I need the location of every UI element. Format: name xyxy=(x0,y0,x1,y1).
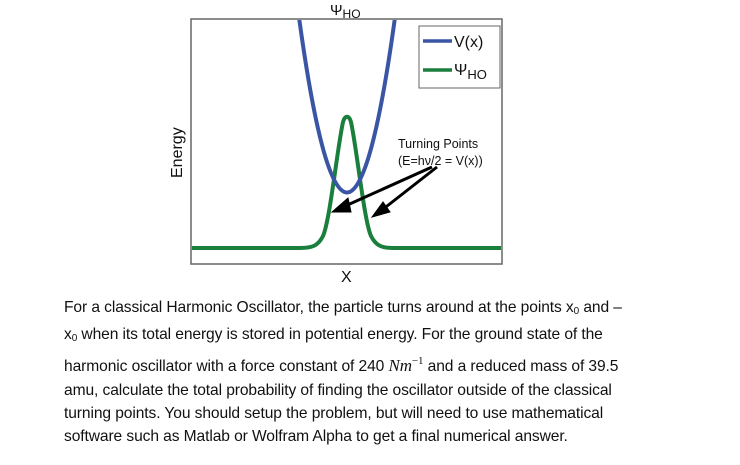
wavefunction-curve xyxy=(192,114,501,250)
plot-frame xyxy=(190,18,503,265)
turning-point-arrows xyxy=(330,165,438,218)
figure: ΨHO Energy X V(x) ΨHO Turning Points (E=… xyxy=(169,2,503,286)
legend: V(x) ΨHO xyxy=(418,25,501,89)
y-axis-label: Energy xyxy=(169,127,186,178)
problem-text: For a classical Harmonic Oscillator, the… xyxy=(64,296,734,448)
annotation-formula: (E=hν/2 = V(x)) xyxy=(398,154,483,168)
potential-curve xyxy=(297,20,397,195)
plot-svg: ΨHO Energy X V(x) ΨHO Turning Points (E=… xyxy=(169,2,503,286)
x-axis-label: X xyxy=(341,269,352,286)
legend-label-wavefunction: ΨHO xyxy=(454,62,487,82)
annotation-title: Turning Points xyxy=(398,137,478,151)
plot-title: ΨHO xyxy=(330,2,361,21)
text-line-4: amu, calculate the total probability of … xyxy=(64,381,612,399)
text-line-3: harmonic oscillator with a force constan… xyxy=(64,355,619,376)
text-line-1: For a classical Harmonic Oscillator, the… xyxy=(64,299,622,317)
text-line-2: x0 when its total energy is stored in po… xyxy=(64,326,603,345)
text-line-5: turning points. You should setup the pro… xyxy=(64,404,604,422)
legend-label-potential: V(x) xyxy=(454,34,483,51)
text-line-6: software such as Matlab or Wolfram Alpha… xyxy=(64,428,568,446)
